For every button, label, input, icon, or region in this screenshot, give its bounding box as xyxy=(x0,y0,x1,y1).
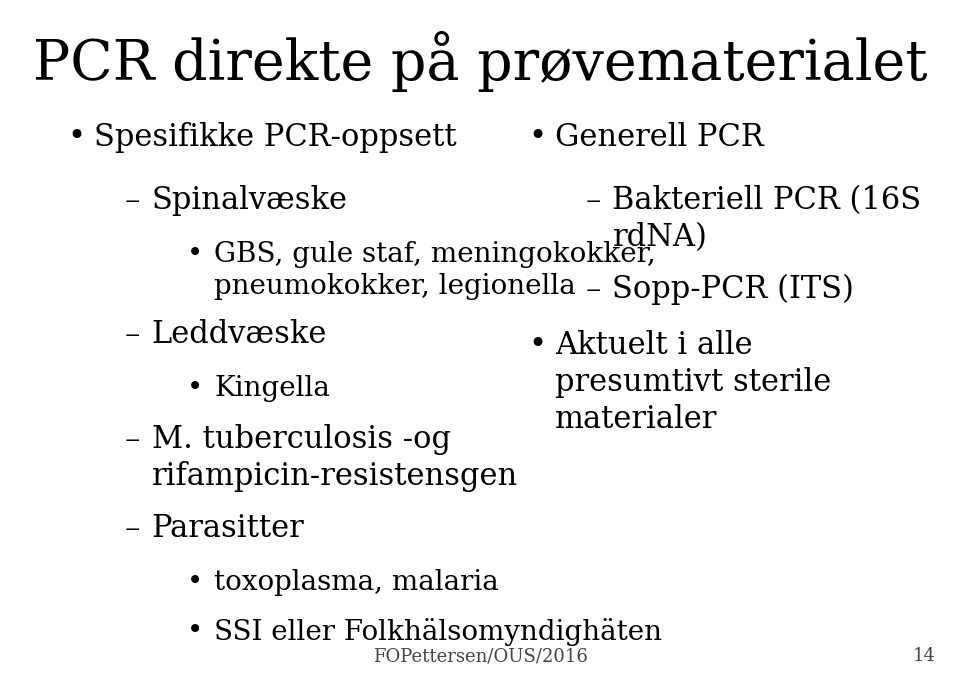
Text: Spinalvæske: Spinalvæske xyxy=(152,185,348,216)
Text: •: • xyxy=(187,241,204,268)
Text: toxoplasma, malaria: toxoplasma, malaria xyxy=(214,568,499,596)
Text: •: • xyxy=(67,122,85,154)
Text: Kingella: Kingella xyxy=(214,375,330,402)
Text: GBS, gule staf, meningokokker,
pneumokokker, legionella: GBS, gule staf, meningokokker, pneumokok… xyxy=(214,241,656,300)
Text: –: – xyxy=(586,185,601,216)
Text: M. tuberculosis -og
rifampicin-resistensgen: M. tuberculosis -og rifampicin-resistens… xyxy=(152,424,518,492)
Text: •: • xyxy=(528,122,546,154)
Text: –: – xyxy=(125,424,140,455)
Text: Parasitter: Parasitter xyxy=(152,513,304,544)
Text: Spesifikke PCR-oppsett: Spesifikke PCR-oppsett xyxy=(94,122,457,154)
Text: 14: 14 xyxy=(913,647,936,665)
Text: Leddvæske: Leddvæske xyxy=(152,319,327,350)
Text: •: • xyxy=(528,330,546,361)
Text: •: • xyxy=(187,617,204,645)
Text: FOPettersen/OUS/2016: FOPettersen/OUS/2016 xyxy=(372,647,588,665)
Text: •: • xyxy=(187,375,204,402)
Text: –: – xyxy=(125,185,140,216)
Text: Sopp-PCR (ITS): Sopp-PCR (ITS) xyxy=(612,274,854,305)
Text: –: – xyxy=(125,319,140,350)
Text: •: • xyxy=(187,568,204,596)
Text: –: – xyxy=(586,274,601,305)
Text: Aktuelt i alle
presumtivt sterile
materialer: Aktuelt i alle presumtivt sterile materi… xyxy=(555,330,831,435)
Text: –: – xyxy=(125,513,140,544)
Text: Generell PCR: Generell PCR xyxy=(555,122,763,154)
Text: SSI eller Folkhälsomyndighäten: SSI eller Folkhälsomyndighäten xyxy=(214,617,662,646)
Text: PCR direkte på prøvematerialet: PCR direkte på prøvematerialet xyxy=(33,31,927,92)
Text: Bakteriell PCR (16S
rdNA): Bakteriell PCR (16S rdNA) xyxy=(612,185,922,253)
